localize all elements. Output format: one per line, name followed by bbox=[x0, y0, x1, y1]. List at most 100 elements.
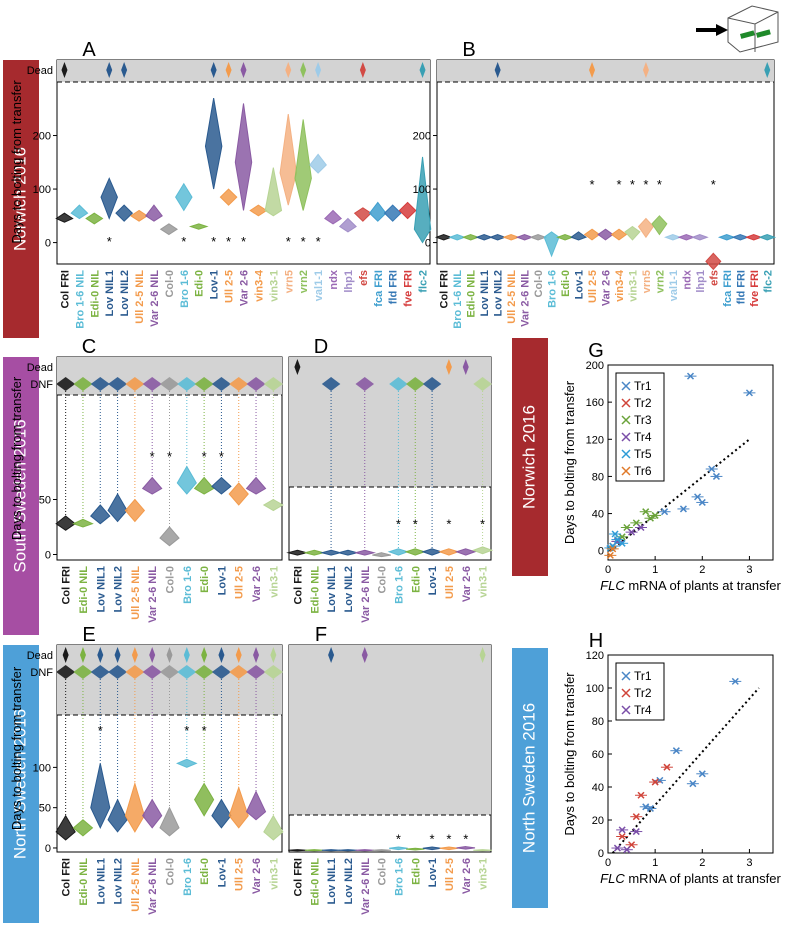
panel-e: E 0 50 100 Dead DNF Days to bolting from trans… bbox=[9, 624, 284, 915]
fit-line bbox=[611, 687, 760, 854]
y-tick-label: 200 bbox=[413, 131, 431, 143]
violin-mark bbox=[319, 549, 343, 556]
scatter-point bbox=[611, 530, 619, 538]
category-label: vin3-4 bbox=[614, 269, 626, 302]
violin-mark bbox=[245, 476, 267, 495]
violin-mark bbox=[159, 223, 179, 236]
legend-marker bbox=[621, 415, 631, 425]
violin-mark bbox=[309, 153, 327, 174]
category-label: Var 2-6 bbox=[601, 270, 613, 306]
y-tick-label: 0 bbox=[598, 848, 604, 860]
category-label: fld FRI bbox=[388, 270, 400, 304]
violin-mark bbox=[115, 204, 134, 222]
violin-mark bbox=[234, 103, 253, 211]
scatter-point bbox=[745, 389, 753, 397]
legend-marker bbox=[621, 671, 631, 681]
dnf-mark bbox=[389, 377, 408, 391]
dead-mark bbox=[131, 647, 138, 663]
category-label: Bro 1-6 bbox=[179, 270, 191, 308]
violin-mark bbox=[249, 204, 268, 217]
violin-mark bbox=[175, 182, 193, 212]
category-label: Var 2-6 bbox=[461, 858, 473, 894]
dead-mark bbox=[225, 62, 232, 78]
dead-mark bbox=[62, 647, 69, 663]
violin-mark bbox=[368, 201, 387, 222]
x-tick-label: 0 bbox=[605, 857, 611, 869]
significance-mark: * bbox=[202, 723, 207, 738]
category-label: Lov-1 bbox=[216, 858, 228, 887]
y-tick-label: 0 bbox=[598, 546, 604, 558]
dead-mark bbox=[149, 647, 156, 663]
violin-mark bbox=[228, 482, 249, 506]
violin-mark bbox=[758, 234, 777, 241]
dead-mark bbox=[240, 62, 247, 78]
violin-mark bbox=[473, 849, 492, 852]
dead-mark bbox=[121, 62, 128, 78]
scatter-point bbox=[618, 832, 626, 841]
significance-mark: * bbox=[616, 177, 621, 192]
side-label-north-text: North Sweden 2016 bbox=[10, 709, 29, 859]
panel-h: H 0 1 2 3 0 20 40 60 80 100 120 Days to bolting from… bbox=[562, 630, 781, 886]
significance-mark: * bbox=[463, 831, 468, 846]
significance-mark: * bbox=[430, 831, 435, 846]
violin-mark bbox=[421, 548, 443, 556]
dead-mark bbox=[253, 647, 260, 663]
violin-mark bbox=[288, 849, 307, 852]
category-label: flc-2 bbox=[762, 270, 774, 293]
y-tick-label: 200 bbox=[33, 131, 51, 143]
panel-letter: F bbox=[315, 624, 327, 646]
violin-mark bbox=[677, 234, 696, 241]
violin-mark bbox=[471, 546, 494, 555]
category-label: fve FRI bbox=[403, 270, 415, 307]
dead-mark bbox=[479, 647, 486, 663]
category-label: Col-0 bbox=[164, 270, 176, 298]
category-label: Var 2-6 NIL bbox=[360, 566, 372, 623]
category-tick-label: Dead bbox=[27, 362, 53, 374]
y-tick-label: 120 bbox=[586, 650, 604, 662]
violin-mark bbox=[338, 849, 358, 852]
panel-letter: G bbox=[588, 340, 604, 362]
dead-mark bbox=[328, 647, 335, 663]
violin-mark bbox=[286, 549, 309, 556]
violin-mark bbox=[194, 782, 215, 817]
legend-marker bbox=[621, 432, 631, 442]
violin-mark bbox=[263, 814, 284, 841]
dead-mark bbox=[294, 359, 301, 375]
violin-mark bbox=[398, 201, 417, 220]
violin-mark bbox=[72, 518, 94, 528]
category-label: Lov NIL1 bbox=[95, 858, 107, 904]
category-label: Ull 2-5 bbox=[234, 566, 246, 599]
dnf-mark bbox=[263, 665, 283, 679]
category-label: efs bbox=[708, 270, 720, 286]
significance-mark: * bbox=[107, 234, 112, 249]
legend-label: Tr1 bbox=[634, 379, 652, 393]
violin-mark bbox=[413, 156, 432, 244]
violin-mark bbox=[637, 217, 654, 239]
violin-mark bbox=[338, 217, 357, 233]
legend-label: Tr4 bbox=[634, 703, 652, 717]
category-label: Edi-0 NIL bbox=[78, 566, 90, 614]
violin-mark bbox=[70, 204, 89, 220]
category-label: Edi-0 bbox=[560, 270, 572, 297]
category-label: Lov NIL1 bbox=[326, 858, 338, 904]
dead-mark bbox=[764, 62, 771, 78]
category-label: vrn5 bbox=[283, 270, 295, 293]
significance-mark: * bbox=[643, 177, 648, 192]
category-label: Col-0 bbox=[377, 858, 389, 886]
dead-mark bbox=[210, 62, 217, 78]
violin-mark bbox=[543, 231, 560, 258]
category-label: fca FRI bbox=[722, 270, 734, 307]
category-label: flc-2 bbox=[418, 270, 430, 293]
side-label-north: North Sweden 2016 bbox=[3, 645, 39, 923]
y-axis-label: Days to bolting from transfer bbox=[562, 380, 577, 544]
y-tick-label: 80 bbox=[592, 716, 604, 728]
category-label: lhp1 bbox=[343, 270, 355, 293]
scatter-point bbox=[679, 505, 687, 513]
category-label: Col FRI bbox=[439, 270, 451, 309]
category-label: Ull 2-5 NIL bbox=[134, 270, 146, 324]
category-label: fve FRI bbox=[749, 270, 761, 307]
dead-mark bbox=[642, 62, 649, 78]
dead-mark bbox=[201, 647, 208, 663]
